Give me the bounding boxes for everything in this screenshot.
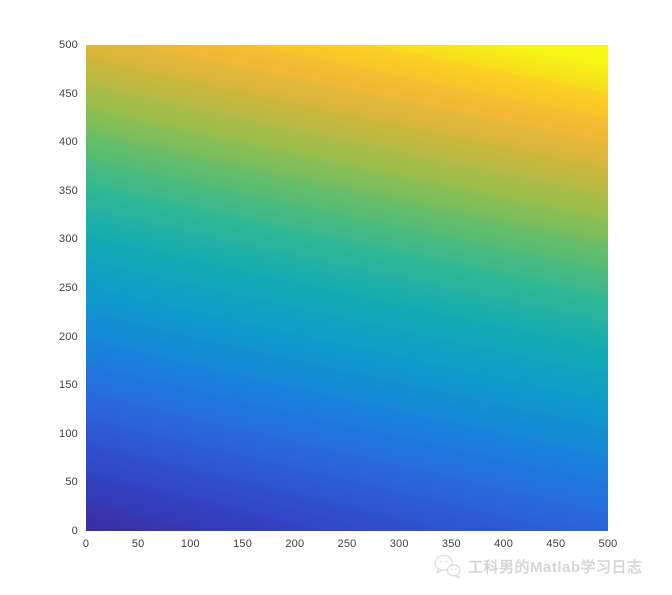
y-tick-label: 400 [59,136,78,149]
y-tick-label: 50 [65,476,78,489]
y-tick-label: 350 [59,184,78,197]
y-tick-label: 200 [59,330,78,343]
x-tick-label: 100 [180,538,200,550]
y-tick-label: 500 [59,39,78,51]
x-tick-label: 50 [131,538,145,550]
y-tick-label: 0 [71,525,78,537]
x-tick-label: 350 [441,538,461,550]
y-tick-label: 100 [59,427,78,440]
x-tick-label: 250 [337,538,357,550]
watermark-text: 工科男的Matlab学习日志 [468,558,643,576]
x-tick-label: 500 [598,538,618,550]
x-tick-label: 150 [233,538,253,550]
y-tick-label: 450 [59,87,78,100]
x-tick-label: 200 [285,538,305,550]
x-tick-label: 0 [82,538,90,550]
y-tick-label: 300 [59,233,78,246]
y-tick-label: 150 [59,379,78,392]
y-tick-label: 250 [59,282,78,294]
watermark: 工科男的Matlab学习日志 [433,553,643,579]
x-tick-label: 450 [546,538,566,550]
contour-plot [86,45,608,531]
x-tick-label: 400 [494,538,514,550]
x-tick-label: 300 [389,538,409,550]
wechat-logo-icon [434,554,461,579]
